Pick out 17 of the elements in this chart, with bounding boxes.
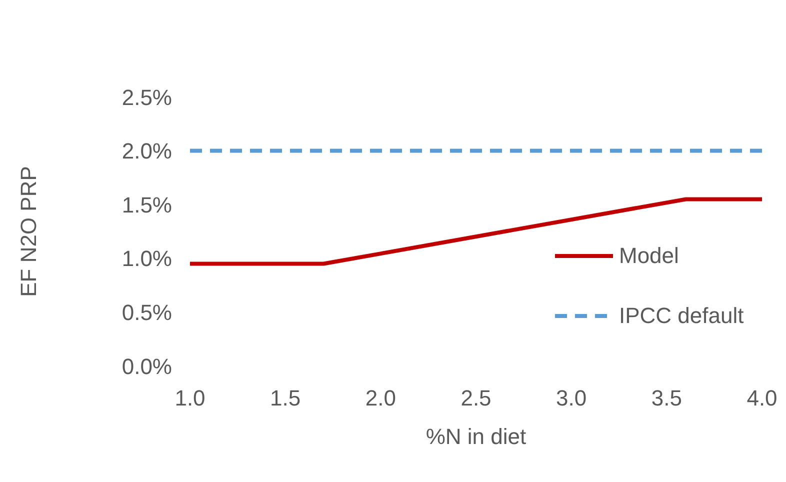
legend-label: Model — [619, 243, 679, 269]
x-axis-title: %N in diet — [426, 424, 526, 449]
y-tick-label: 2.0% — [122, 138, 172, 164]
x-tick-label: 1.0 — [174, 386, 206, 411]
x-tick-label: 3.5 — [651, 386, 682, 411]
x-tick-label: 1.5 — [270, 386, 301, 411]
x-tick-label: 2.0 — [365, 386, 396, 411]
x-tick-label: 4.0 — [746, 386, 778, 411]
y-axis-title: EF N2O PRP — [16, 166, 41, 297]
y-tick-label: 2.5% — [122, 84, 172, 110]
y-tick-label: 1.0% — [122, 246, 172, 272]
y-tick-label: 0.0% — [122, 354, 172, 379]
y-tick-label: 1.5% — [122, 192, 172, 218]
legend-label: IPCC default — [619, 303, 744, 329]
x-tick-label: 2.5 — [460, 386, 492, 411]
y-tick-label: 0.5% — [122, 300, 172, 326]
x-tick-label: 3.0 — [556, 386, 587, 411]
